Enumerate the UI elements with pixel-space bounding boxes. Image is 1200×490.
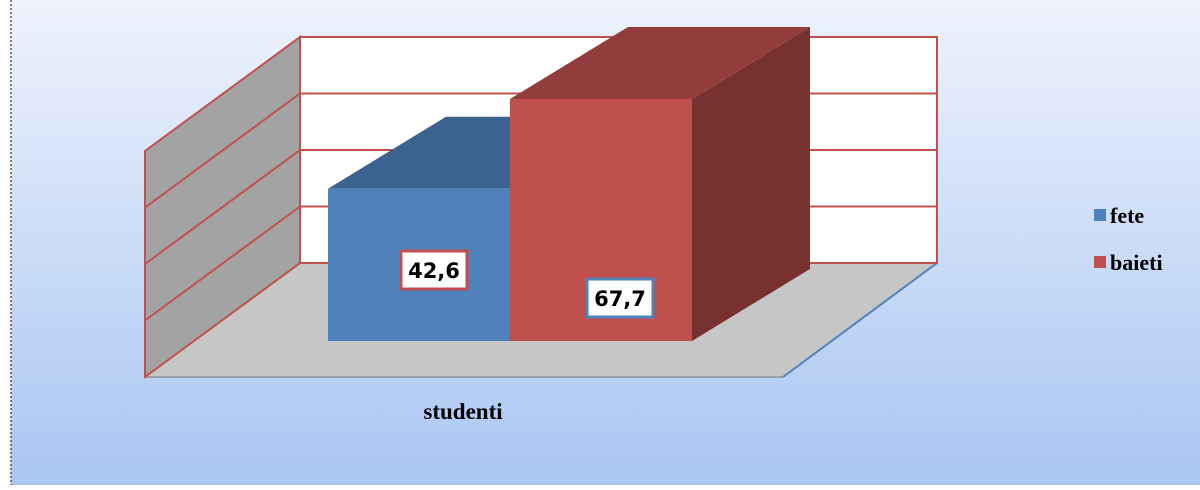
bar-baieti: [510, 26, 810, 341]
legend-item-baieti: baieti: [1094, 250, 1163, 275]
data-label-text-baieti: 67,7: [594, 287, 646, 311]
data-label-text-fete: 42,6: [408, 259, 460, 283]
legend-item-fete: fete: [1094, 203, 1144, 228]
legend-label-fete: fete: [1110, 203, 1144, 228]
legend-label-baieti: baieti: [1110, 250, 1163, 275]
bar-top-baieti: [510, 26, 810, 99]
category-label-studenti: studenti: [423, 399, 503, 424]
data-labels: 42,6 67,7: [399, 249, 655, 319]
legend: fete baieti: [1094, 203, 1163, 275]
floor-side-edge: [782, 262, 938, 378]
legend-swatch-baieti: [1094, 256, 1106, 268]
gridline-side: [144, 149, 301, 265]
bars: [328, 26, 810, 341]
gridline-side: [144, 205, 301, 322]
bar-side-baieti: [692, 26, 810, 341]
data-label-fete: 42,6: [399, 249, 469, 291]
legend-swatch-fete: [1094, 209, 1106, 221]
data-label-baieti: 67,7: [585, 277, 655, 319]
gridline-side: [144, 92, 301, 209]
